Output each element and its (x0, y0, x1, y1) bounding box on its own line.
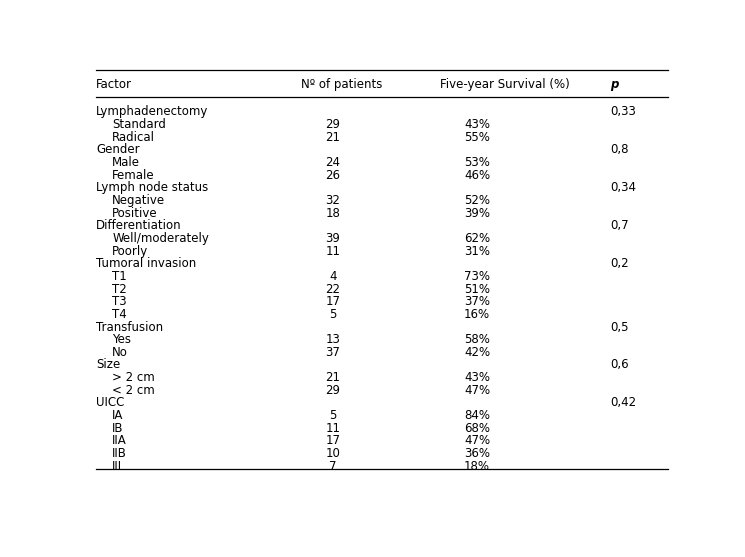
Text: 52%: 52% (464, 194, 490, 207)
Text: 17: 17 (326, 434, 340, 447)
Text: 32: 32 (326, 194, 340, 207)
Text: Lymph node status: Lymph node status (96, 182, 209, 194)
Text: 21: 21 (326, 371, 340, 384)
Text: 24: 24 (326, 156, 340, 169)
Text: 21: 21 (326, 131, 340, 144)
Text: T2: T2 (112, 282, 127, 296)
Text: 46%: 46% (464, 169, 490, 182)
Text: 42%: 42% (464, 346, 490, 359)
Text: Differentiation: Differentiation (96, 219, 182, 232)
Text: Five-year Survival (%): Five-year Survival (%) (440, 77, 569, 91)
Text: Male: Male (112, 156, 140, 169)
Text: 18%: 18% (464, 460, 490, 473)
Text: Well/moderately: Well/moderately (112, 232, 209, 245)
Text: 26: 26 (326, 169, 340, 182)
Text: Nº of patients: Nº of patients (301, 77, 382, 91)
Text: 5: 5 (329, 409, 337, 422)
Text: 0,8: 0,8 (610, 143, 628, 157)
Text: 11: 11 (326, 245, 340, 258)
Text: 0,7: 0,7 (610, 219, 629, 232)
Text: No: No (112, 346, 128, 359)
Text: p: p (610, 77, 618, 91)
Text: T3: T3 (112, 295, 127, 308)
Text: 5: 5 (329, 308, 337, 321)
Text: 16%: 16% (464, 308, 490, 321)
Text: 39%: 39% (464, 207, 490, 219)
Text: Size: Size (96, 359, 120, 372)
Text: Standard: Standard (112, 118, 166, 131)
Text: 47%: 47% (464, 434, 490, 447)
Text: IIB: IIB (112, 447, 127, 460)
Text: 13: 13 (326, 333, 340, 346)
Text: Positive: Positive (112, 207, 158, 219)
Text: 37: 37 (326, 346, 340, 359)
Text: 22: 22 (326, 282, 340, 296)
Text: T4: T4 (112, 308, 127, 321)
Text: 0,42: 0,42 (610, 397, 636, 409)
Text: 43%: 43% (464, 118, 490, 131)
Text: 53%: 53% (464, 156, 490, 169)
Text: Transfusion: Transfusion (96, 320, 163, 334)
Text: UICC: UICC (96, 397, 124, 409)
Text: 62%: 62% (464, 232, 490, 245)
Text: IA: IA (112, 409, 124, 422)
Text: 0,34: 0,34 (610, 182, 636, 194)
Text: Negative: Negative (112, 194, 165, 207)
Text: 68%: 68% (464, 422, 490, 435)
Text: T1: T1 (112, 270, 127, 283)
Text: Female: Female (112, 169, 155, 182)
Text: 10: 10 (326, 447, 340, 460)
Text: Gender: Gender (96, 143, 139, 157)
Text: IIA: IIA (112, 434, 127, 447)
Text: 58%: 58% (464, 333, 490, 346)
Text: > 2 cm: > 2 cm (112, 371, 155, 384)
Text: < 2 cm: < 2 cm (112, 384, 155, 397)
Text: 55%: 55% (464, 131, 490, 144)
Text: 73%: 73% (464, 270, 490, 283)
Text: 17: 17 (326, 295, 340, 308)
Text: 18: 18 (326, 207, 340, 219)
Text: Poorly: Poorly (112, 245, 148, 258)
Text: Factor: Factor (96, 77, 132, 91)
Text: 29: 29 (326, 118, 340, 131)
Text: 36%: 36% (464, 447, 490, 460)
Text: IB: IB (112, 422, 124, 435)
Text: 11: 11 (326, 422, 340, 435)
Text: Tumoral invasion: Tumoral invasion (96, 257, 196, 270)
Text: 4: 4 (329, 270, 337, 283)
Text: 39: 39 (326, 232, 340, 245)
Text: 0,2: 0,2 (610, 257, 629, 270)
Text: Radical: Radical (112, 131, 155, 144)
Text: Lymphadenectomy: Lymphadenectomy (96, 105, 209, 119)
Text: 0,5: 0,5 (610, 320, 628, 334)
Text: III: III (112, 460, 122, 473)
Text: 0,33: 0,33 (610, 105, 635, 119)
Text: 31%: 31% (464, 245, 490, 258)
Text: 0,6: 0,6 (610, 359, 629, 372)
Text: 84%: 84% (464, 409, 490, 422)
Text: 7: 7 (329, 460, 337, 473)
Text: 37%: 37% (464, 295, 490, 308)
Text: 29: 29 (326, 384, 340, 397)
Text: 47%: 47% (464, 384, 490, 397)
Text: Yes: Yes (112, 333, 131, 346)
Text: 43%: 43% (464, 371, 490, 384)
Text: 51%: 51% (464, 282, 490, 296)
